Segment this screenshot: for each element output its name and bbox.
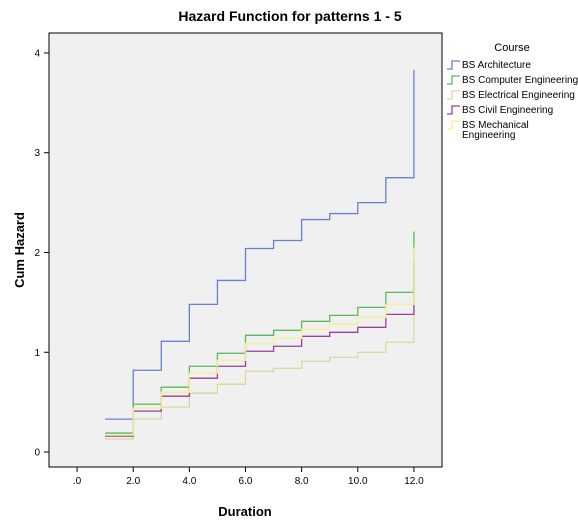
legend-label: Engineering [462,130,515,141]
x-tick-label: 4.0 [182,476,196,487]
legend-swatch [447,90,460,100]
x-tick-label: 8.0 [295,476,309,487]
x-tick-label: 6.0 [239,476,253,487]
y-tick-label: 4 [34,48,40,59]
chart-title: Hazard Function for patterns 1 - 5 [178,8,401,24]
legend-label: BS Computer Engineering [462,75,578,86]
legend-swatch [447,105,460,115]
x-tick-label: 12.0 [404,476,424,487]
y-tick-label: 1 [34,348,40,359]
legend-swatch [447,120,460,130]
y-tick-label: 0 [34,448,40,459]
legend-label: BS Civil Engineering [462,105,553,116]
series-layer [105,69,415,440]
series-line-0 [105,69,415,420]
axis-ticks: .0 2.0 4.0 6.0 8.0 10.0 12.0 0 1 2 3 4 [34,48,424,487]
y-axis-label: Cum Hazard [12,212,27,288]
legend-title: Course [494,42,529,54]
series-line-4 [105,247,415,436]
y-tick-label: 2 [34,248,40,259]
legend-swatch [447,75,460,85]
legend: Course BS Architecture BS Computer Enginee… [447,42,578,141]
legend-label: BS Mechanical [462,120,529,131]
y-tick-label: 3 [34,148,40,159]
x-tick-label: 10.0 [348,476,368,487]
x-axis-label: Duration [218,504,272,519]
legend-label: BS Architecture [462,60,531,71]
legend-label: BS Electrical Engineering [462,90,575,101]
x-tick-label: .0 [73,476,82,487]
legend-swatch [447,60,460,70]
x-tick-label: 2.0 [126,476,140,487]
